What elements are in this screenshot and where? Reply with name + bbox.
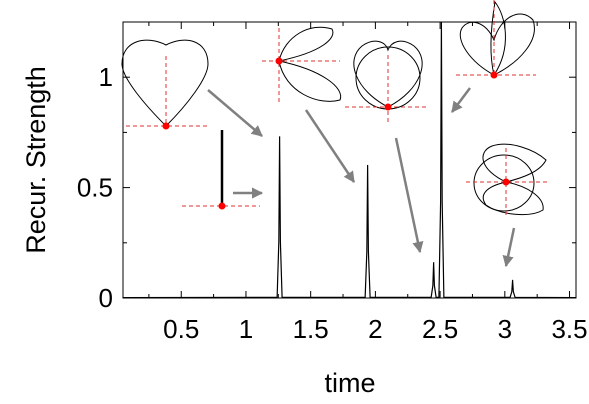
y-axis-ticks: 00.51 (77, 62, 576, 313)
inset-right-lobes-dot (502, 178, 510, 186)
y-tick-label: 0.5 (77, 173, 113, 203)
x-tick-label: 1.5 (293, 314, 329, 344)
inset-trefoil-dot (384, 103, 392, 111)
x-axis-title: time (324, 368, 375, 398)
arrow-right-lobes (502, 227, 516, 268)
inset-tilted-lobes-inner (490, 0, 506, 77)
inset-right-lobes (466, 143, 548, 216)
inset-side-lobes (262, 26, 342, 103)
x-axis-ticks: 0.5 1 1.5 2 2.5 3 3.5 (148, 22, 588, 344)
y-tick-label: 0 (99, 283, 113, 313)
inset-collapsed (182, 130, 260, 210)
x-tick-label: 2 (368, 314, 382, 344)
peak-point (367, 164, 369, 167)
peak-point (279, 136, 281, 138)
series-group (123, 22, 576, 298)
inset-teardrop-dot (162, 122, 170, 130)
inset-collapsed-dot (218, 202, 226, 210)
inset-teardrop-shape (121, 39, 209, 127)
arrow-tilted-lobes (451, 87, 471, 113)
inset-tilted-lobes-dot (490, 71, 498, 79)
peak-point (433, 262, 435, 264)
inset-side-lobes-shape (278, 26, 342, 102)
inset-right-lobes-ring (473, 154, 535, 212)
x-tick-label: 3.5 (551, 314, 587, 344)
inset-side-lobes-dot (275, 57, 283, 65)
arrow-teardrop (207, 89, 263, 137)
inset-trefoil-shape (353, 40, 423, 108)
x-tick-label: 0.5 (163, 314, 199, 344)
peak-point (440, 22, 442, 23)
arrow-trefoil (394, 137, 424, 254)
y-axis-title: Recur. Strength (21, 66, 51, 254)
inset-tilted-lobes-shape (459, 13, 535, 76)
x-tick-label: 3 (498, 314, 512, 344)
y-tick-label: 1 (99, 62, 113, 92)
arrow-side-lobes (304, 109, 356, 183)
x-tick-label: 2.5 (422, 314, 458, 344)
x-tick-label: 1 (239, 314, 253, 344)
inset-right-lobes-shape (482, 143, 547, 216)
inset-teardrop (121, 39, 209, 130)
inset-diagrams (121, 0, 548, 216)
inset-tilted-lobes (456, 0, 536, 79)
arrows (207, 87, 516, 268)
peak-point (511, 279, 514, 281)
inset-trefoil (345, 40, 428, 124)
plot-frame (122, 21, 577, 299)
